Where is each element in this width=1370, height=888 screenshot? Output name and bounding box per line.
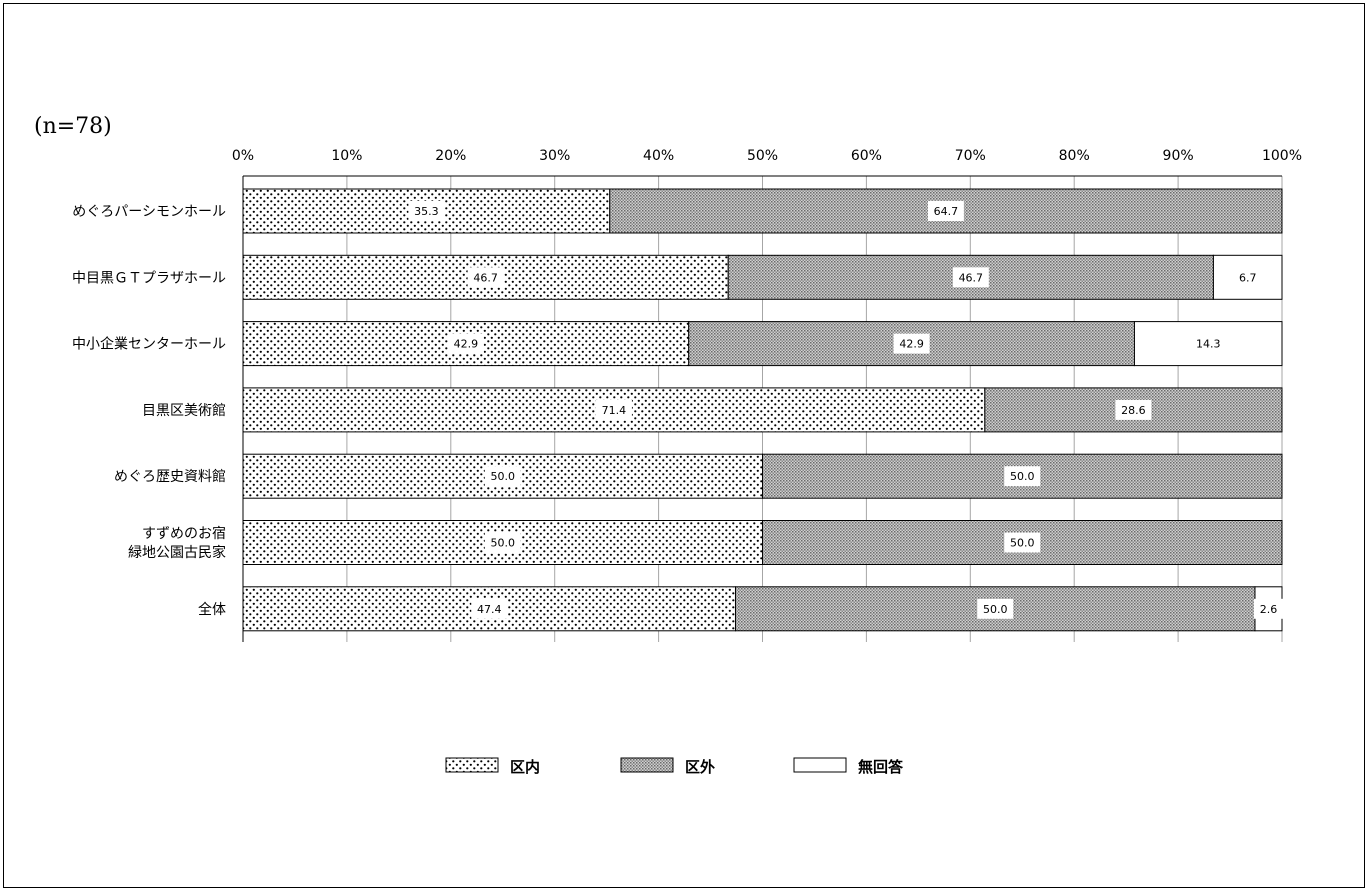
data-label-bg bbox=[1004, 466, 1041, 487]
data-labels: 35.3 64.7 46.7 46.7 6.7 42.9 42.9 14.3 71.4 28.6 5… bbox=[408, 201, 1283, 619]
category-label: 緑地公園古民家 bbox=[128, 544, 226, 561]
category-label: 目黒区美術館 bbox=[142, 402, 226, 419]
legend-label: 無回答 bbox=[858, 758, 904, 776]
x-tick-label: 80% bbox=[1059, 148, 1090, 164]
data-label: 47.4 bbox=[477, 603, 502, 616]
data-label: 14.3 bbox=[1196, 338, 1221, 351]
data-label-bg bbox=[1253, 598, 1283, 619]
data-label-bg bbox=[484, 466, 521, 487]
category-label: すずめのお宿 bbox=[142, 525, 226, 542]
data-label-bg bbox=[952, 267, 989, 288]
x-tick-label: 30% bbox=[539, 148, 570, 164]
x-tick-label: 70% bbox=[955, 148, 986, 164]
bar-segment bbox=[984, 387, 1283, 433]
x-tick-label: 20% bbox=[435, 148, 466, 164]
data-label-bg bbox=[484, 532, 521, 553]
data-label: 50.0 bbox=[491, 470, 516, 483]
category-label: めぐろパーシモンホール bbox=[72, 204, 226, 220]
data-label-bg bbox=[1115, 399, 1152, 420]
data-label-bg bbox=[1190, 333, 1227, 354]
sample-size-label: (n=78) bbox=[34, 114, 112, 139]
legend-swatch bbox=[445, 757, 499, 773]
data-label-bg bbox=[447, 333, 484, 354]
category-label: 中目黒ＧＴプラザホール bbox=[72, 270, 226, 286]
data-label-bg bbox=[1004, 532, 1041, 553]
data-label: 6.7 bbox=[1239, 271, 1257, 284]
data-label: 42.9 bbox=[899, 338, 924, 351]
x-tick-label: 60% bbox=[851, 148, 882, 164]
x-axis-ticks: 0% 10% 20% 30% 40% 50% 60% 70% 80% 90% 100% bbox=[232, 148, 1302, 164]
data-label: 46.7 bbox=[473, 271, 498, 284]
bar-segment bbox=[727, 254, 1214, 300]
data-label-bg bbox=[408, 201, 445, 221]
x-tick-label: 90% bbox=[1163, 148, 1194, 164]
data-label-bg bbox=[595, 399, 632, 420]
data-label: 35.3 bbox=[414, 205, 439, 218]
data-label-bg bbox=[927, 201, 964, 221]
x-tick-label: 40% bbox=[643, 148, 674, 164]
legend-swatch bbox=[793, 757, 847, 773]
data-label: 2.6 bbox=[1260, 603, 1278, 616]
category-label: 中小企業センターホール bbox=[72, 336, 226, 353]
x-tick-label: 100% bbox=[1262, 148, 1302, 164]
data-label-bg bbox=[893, 333, 930, 354]
category-label: 全体 bbox=[198, 601, 226, 618]
data-label: 71.4 bbox=[602, 404, 627, 417]
data-label: 50.0 bbox=[1010, 537, 1035, 550]
data-label-bg bbox=[471, 598, 508, 619]
data-label: 50.0 bbox=[491, 537, 516, 550]
data-label-bg bbox=[1233, 267, 1263, 288]
category-label: めぐろ歴史資料館 bbox=[114, 468, 226, 485]
category-labels: めぐろパーシモンホール中目黒ＧＴプラザホール中小企業センターホール目黒区美術館め… bbox=[72, 204, 226, 618]
legend-swatch bbox=[620, 757, 674, 773]
legend-label: 区内 bbox=[510, 758, 540, 776]
data-label: 42.9 bbox=[454, 338, 479, 351]
data-label-bg bbox=[977, 598, 1014, 619]
data-label-bg bbox=[467, 267, 504, 288]
x-tick-label: 10% bbox=[331, 148, 362, 164]
legend: 区内 区外 無回答 bbox=[445, 757, 904, 776]
data-label: 64.7 bbox=[934, 205, 959, 218]
data-label: 50.0 bbox=[983, 603, 1008, 616]
legend-label: 区外 bbox=[685, 758, 715, 776]
x-tick-label: 0% bbox=[232, 148, 254, 164]
data-label: 50.0 bbox=[1010, 470, 1035, 483]
data-label: 46.7 bbox=[959, 271, 984, 284]
x-tick-label: 50% bbox=[747, 148, 778, 164]
data-label: 28.6 bbox=[1121, 404, 1146, 417]
